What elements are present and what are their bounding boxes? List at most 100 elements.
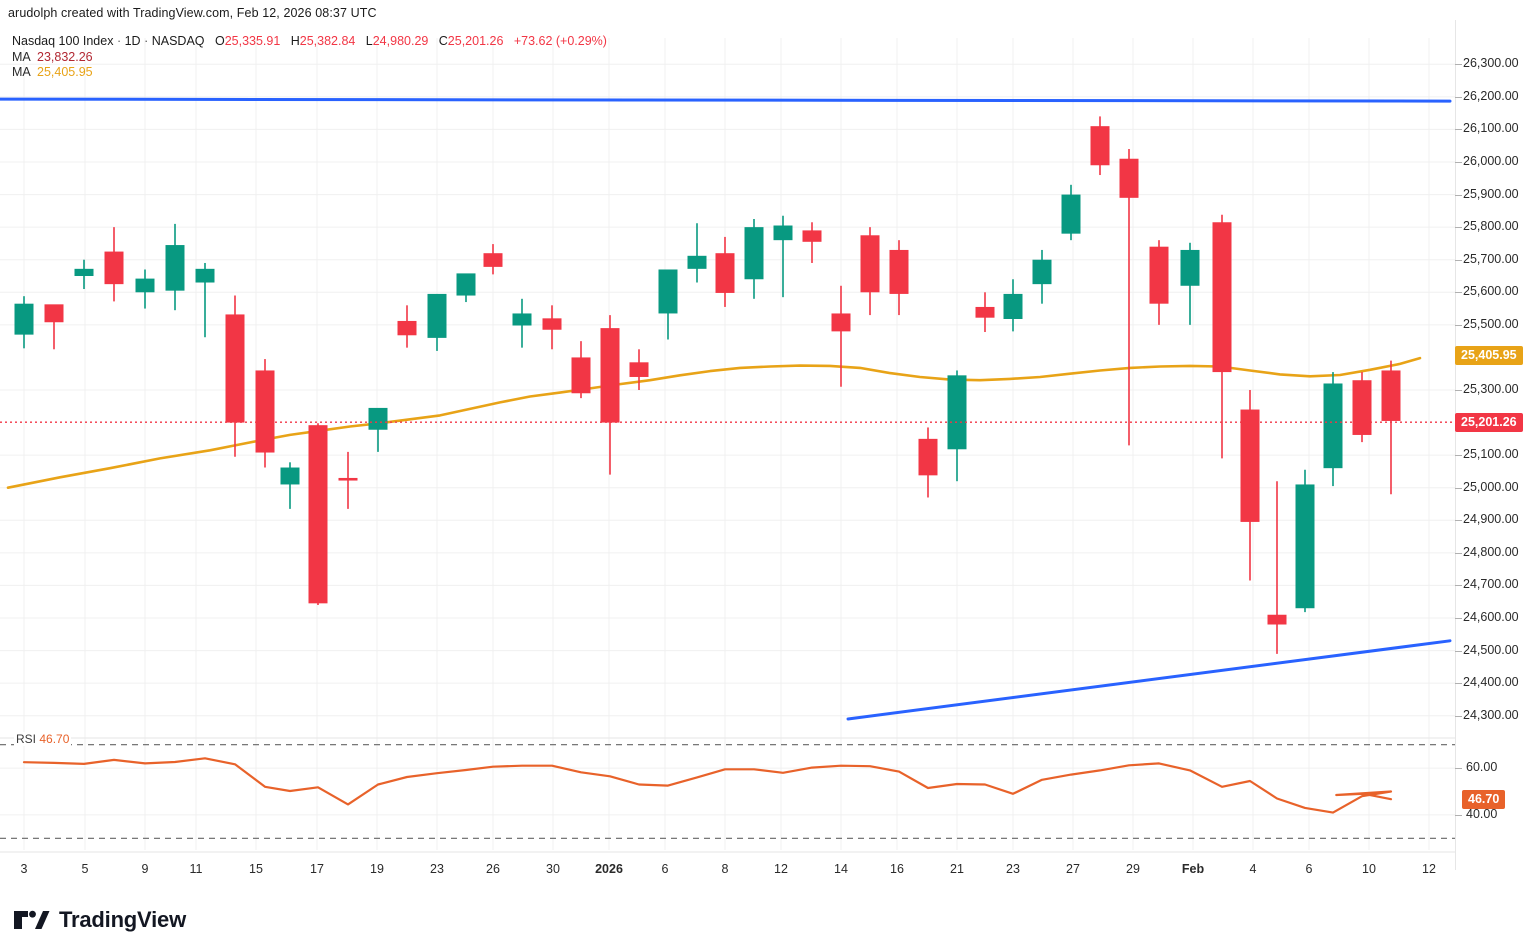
price-axis-tickmark (1455, 552, 1462, 554)
rsi-pane (0, 744, 1455, 839)
price-axis-tick: 25,800.00 (1463, 219, 1519, 234)
price-axis-tick: 25,100.00 (1463, 447, 1519, 462)
candlestick (629, 349, 649, 390)
price-axis-tickmark (1455, 259, 1462, 261)
price-axis-divider (1455, 20, 1456, 870)
ma-line (6, 356, 1422, 490)
time-axis-tick: 12 (1422, 862, 1436, 876)
candlestick (1323, 372, 1343, 487)
price-axis-tickmark (1455, 162, 1462, 163)
attribution-text: arudolph created with TradingView.com, F… (8, 6, 377, 20)
price-axis-tickmark (1455, 487, 1462, 489)
candlestick (14, 296, 34, 349)
price-axis-tickmark (1455, 390, 1462, 391)
candlestick (280, 462, 300, 509)
grid-layer (0, 38, 1455, 853)
candlestick (397, 305, 417, 348)
price-axis-tickmark (1455, 64, 1462, 66)
candlestick (1295, 469, 1315, 613)
trendline-layer (0, 97, 1452, 721)
time-axis-tick: 2026 (595, 862, 623, 876)
candlestick (687, 223, 707, 283)
price-axis-tickmark (1455, 194, 1462, 196)
candlestick (1240, 390, 1260, 581)
time-axis-tick: 10 (1362, 862, 1376, 876)
rsi-legend-value: 46.70 (39, 732, 70, 746)
time-axis-tick: 14 (834, 862, 848, 876)
candlestick (773, 215, 793, 298)
price-axis-tick: 25,500.00 (1463, 316, 1519, 331)
candlestick-series (14, 116, 1401, 654)
ma-badge: 25,405.95 (1455, 346, 1523, 366)
candlestick (831, 285, 851, 387)
time-axis-tick: 6 (1305, 862, 1313, 876)
candlestick (658, 269, 678, 340)
candlestick (255, 359, 275, 468)
candlestick (715, 236, 735, 307)
candlestick (225, 295, 245, 457)
price-axis-tick: 26,100.00 (1463, 121, 1519, 136)
rsi-badge: 46.70 (1462, 790, 1506, 810)
candlestick (975, 292, 995, 333)
price-axis-tick: 24,800.00 (1463, 544, 1519, 559)
candlestick (918, 427, 938, 498)
candlestick (1212, 214, 1232, 459)
tradingview-wordmark: TradingView (59, 907, 186, 932)
candlestick (1119, 148, 1139, 446)
time-axis-tick: 6 (661, 862, 669, 876)
candlestick (947, 370, 967, 482)
candlestick (1090, 116, 1110, 176)
candlestick (802, 222, 822, 263)
price-axis-tick: 26,200.00 (1463, 88, 1519, 103)
candlestick (368, 407, 388, 452)
candlestick (542, 305, 562, 350)
time-axis-tick: 9 (141, 862, 149, 876)
rsi-axis-tickmark (1455, 768, 1462, 770)
price-axis-tickmark (1455, 715, 1462, 717)
price-axis-tickmark (1455, 520, 1462, 522)
candlestick (165, 223, 185, 311)
price-axis-tick: 24,600.00 (1463, 610, 1519, 624)
time-axis-tick: 3 (20, 862, 28, 876)
time-axis-tick: 4 (1249, 862, 1257, 876)
candlestick (1381, 360, 1401, 495)
candlestick (308, 423, 328, 605)
price-axis-tick: 25,600.00 (1463, 284, 1519, 299)
rsi-legend-label[interactable]: RSI (16, 732, 37, 746)
candlestick (571, 341, 591, 399)
price-axis-tick: 24,300.00 (1463, 707, 1519, 722)
rsi-axis-tick: 40.00 (1466, 806, 1498, 821)
price-axis-tickmark (1455, 618, 1462, 619)
time-axis-tick: 12 (774, 862, 788, 876)
price-axis-tick: 24,400.00 (1463, 675, 1519, 690)
candlestick (104, 227, 124, 302)
price-badge: 25,201.26 (1455, 413, 1523, 433)
time-axis-tick: 21 (950, 862, 964, 876)
time-axis-tick: 17 (310, 862, 324, 876)
candlestick (483, 244, 503, 275)
candlestick (1032, 249, 1052, 304)
price-axis-tickmark (1455, 683, 1462, 685)
price-axis-tickmark (1455, 292, 1462, 294)
candlestick (135, 269, 155, 309)
candlestick (1267, 481, 1287, 654)
rsi-legend: RSI 46.70 (14, 732, 72, 746)
candlestick (1003, 279, 1023, 332)
candlestick (456, 273, 476, 303)
time-axis-tick: 19 (370, 862, 384, 876)
candlestick (889, 240, 909, 316)
price-axis-tick: 24,700.00 (1463, 577, 1519, 592)
price-axis-tick: 26,000.00 (1463, 154, 1519, 168)
candlestick (512, 298, 532, 348)
price-axis-tick: 25,300.00 (1463, 382, 1519, 396)
candlestick (338, 451, 358, 509)
time-axis-tick: 5 (81, 862, 89, 876)
candlestick (1149, 240, 1169, 325)
candlestick (1061, 184, 1081, 241)
price-axis-tickmark (1455, 650, 1462, 652)
time-axis-tick: 23 (430, 862, 444, 876)
time-axis-tick: Feb (1181, 862, 1205, 876)
price-axis-tick: 25,900.00 (1463, 186, 1519, 201)
candlestick (1180, 242, 1200, 325)
